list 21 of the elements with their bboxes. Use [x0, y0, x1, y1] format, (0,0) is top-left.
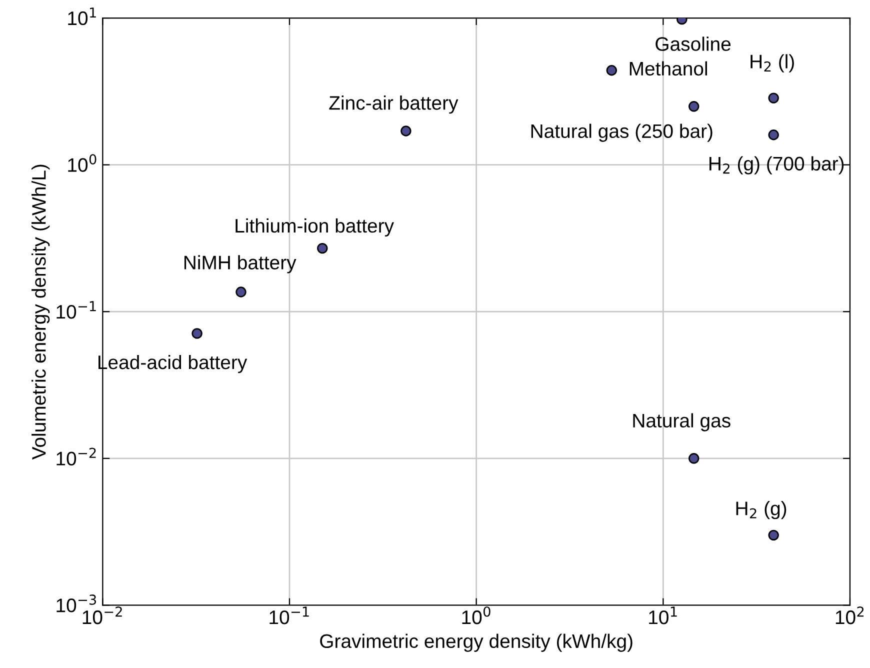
annotation: H$_{2}$ (g) — [736, 501, 786, 520]
annotation: H$_{2}$ (g) (700 bar) — [710, 156, 844, 174]
annotation: NiMH battery — [184, 255, 296, 274]
x-axis-title: Gravimetric energy density (kWh/kg) — [320, 634, 632, 652]
annotation: H$_{2}$ (l) — [750, 54, 794, 72]
annotation: Lithium-ion battery — [236, 218, 394, 237]
y-tick-label: 10$^{−1}$ — [56, 301, 96, 319]
y-tick-label: 10$^{1}$ — [68, 8, 96, 26]
annotation: Natural gas — [633, 413, 730, 432]
x-tick-label: 10$^{2}$ — [836, 606, 864, 624]
y-tick-label: 10$^{−2}$ — [56, 448, 96, 466]
x-tick-label: 10$^{0}$ — [462, 606, 490, 624]
annotation: Gasoline — [656, 36, 731, 51]
x-tick-label: 10$^{1}$ — [649, 606, 677, 624]
annotation: Natural gas (250 bar) — [531, 124, 712, 142]
y-tick-label: 10$^{0}$ — [68, 154, 96, 172]
x-tick-label: 10$^{−1}$ — [270, 606, 309, 624]
annotation: Zinc-air battery — [329, 96, 458, 114]
annotation: Methanol — [630, 61, 707, 76]
x-tick-label: 10$^{−2}$ — [82, 606, 122, 624]
y-axis-title: Volumetric energy density (kWh/L) — [32, 164, 50, 460]
